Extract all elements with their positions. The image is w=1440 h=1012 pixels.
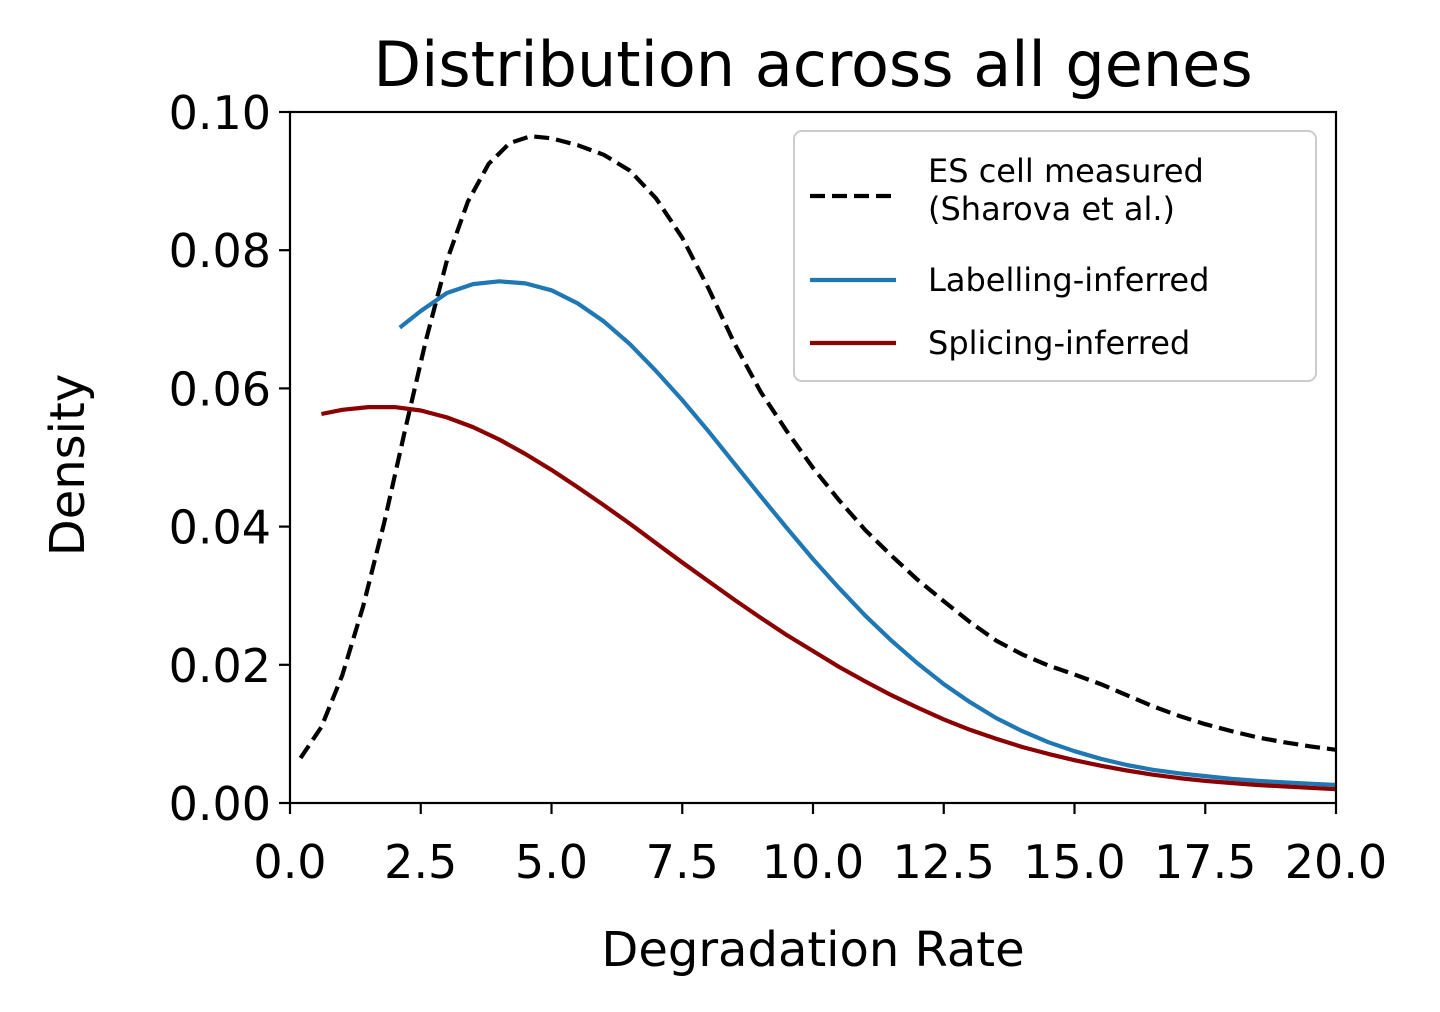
series-line-splicing-inferred (320, 405, 1337, 792)
y-tick-label: 0.04 (169, 501, 271, 555)
y-axis-label: Density (40, 374, 96, 556)
y-axis-ticks: 0.00 0.02 0.04 0.06 0.08 0.10 (169, 86, 290, 831)
x-tick-label: 17.5 (1154, 835, 1256, 889)
x-axis-label: Degradation Rate (601, 922, 1024, 978)
legend: ES cell measured (Sharova et al.) Labellin… (793, 130, 1317, 382)
legend-entries: ES cell measured (Sharova et al.) Labellin… (810, 152, 1209, 362)
x-tick-label: 2.5 (384, 835, 457, 889)
x-tick-label: 15.0 (1023, 835, 1125, 889)
chart-title: Distribution across all genes (373, 28, 1252, 101)
y-tick-label: 0.06 (169, 362, 271, 416)
x-tick-label: 5.0 (515, 835, 588, 889)
series-lines (298, 134, 1337, 792)
series-line-labelling-inferred (398, 279, 1337, 788)
y-tick-label: 0.10 (169, 86, 271, 140)
legend-label-es-cell-measured: ES cell measured (Sharova et al.) (928, 152, 1204, 228)
y-tick-label: 0.08 (169, 224, 271, 278)
x-axis-ticks: 0.0 2.5 5.0 7.5 10.0 12.5 15.0 17.5 20.0 (253, 803, 1387, 889)
legend-label-labelling-inferred: Labelling-inferred (928, 261, 1209, 299)
x-tick-label: 10.0 (762, 835, 864, 889)
x-tick-label: 12.5 (893, 835, 995, 889)
series-line-es-cell-measured (298, 134, 1337, 760)
legend-label-splicing-inferred: Splicing-inferred (928, 324, 1190, 362)
y-tick-label: 0.00 (169, 777, 271, 831)
x-tick-label: 0.0 (253, 835, 326, 889)
legend-box (793, 130, 1317, 382)
x-tick-label: 7.5 (646, 835, 719, 889)
y-tick-label: 0.02 (169, 639, 271, 693)
x-tick-label: 20.0 (1285, 835, 1387, 889)
